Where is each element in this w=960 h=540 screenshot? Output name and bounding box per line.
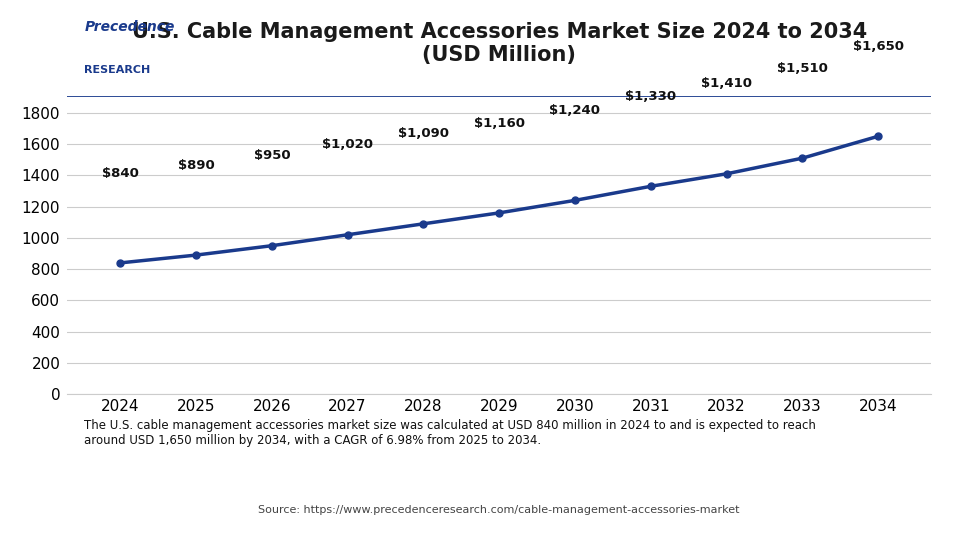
Text: $840: $840 [102,166,138,180]
Text: $1,240: $1,240 [549,104,601,117]
Text: $950: $950 [253,150,290,163]
Text: $1,020: $1,020 [323,138,373,151]
Text: Source: https://www.precedenceresearch.com/cable-management-accessories-market: Source: https://www.precedenceresearch.c… [258,505,740,515]
Text: RESEARCH: RESEARCH [84,65,151,75]
Text: $1,160: $1,160 [473,117,525,130]
Text: Precedence: Precedence [84,20,175,34]
Text: U.S. Cable Management Accessories Market Size 2024 to 2034
(USD Million): U.S. Cable Management Accessories Market… [132,22,867,65]
Text: $890: $890 [178,159,214,172]
Text: $1,650: $1,650 [852,40,903,53]
Text: $1,090: $1,090 [397,127,449,140]
Text: $1,510: $1,510 [777,62,828,75]
Text: The U.S. cable management accessories market size was calculated at USD 840 mill: The U.S. cable management accessories ma… [84,419,816,447]
Text: $1,330: $1,330 [625,90,677,103]
Text: $1,410: $1,410 [701,77,752,91]
